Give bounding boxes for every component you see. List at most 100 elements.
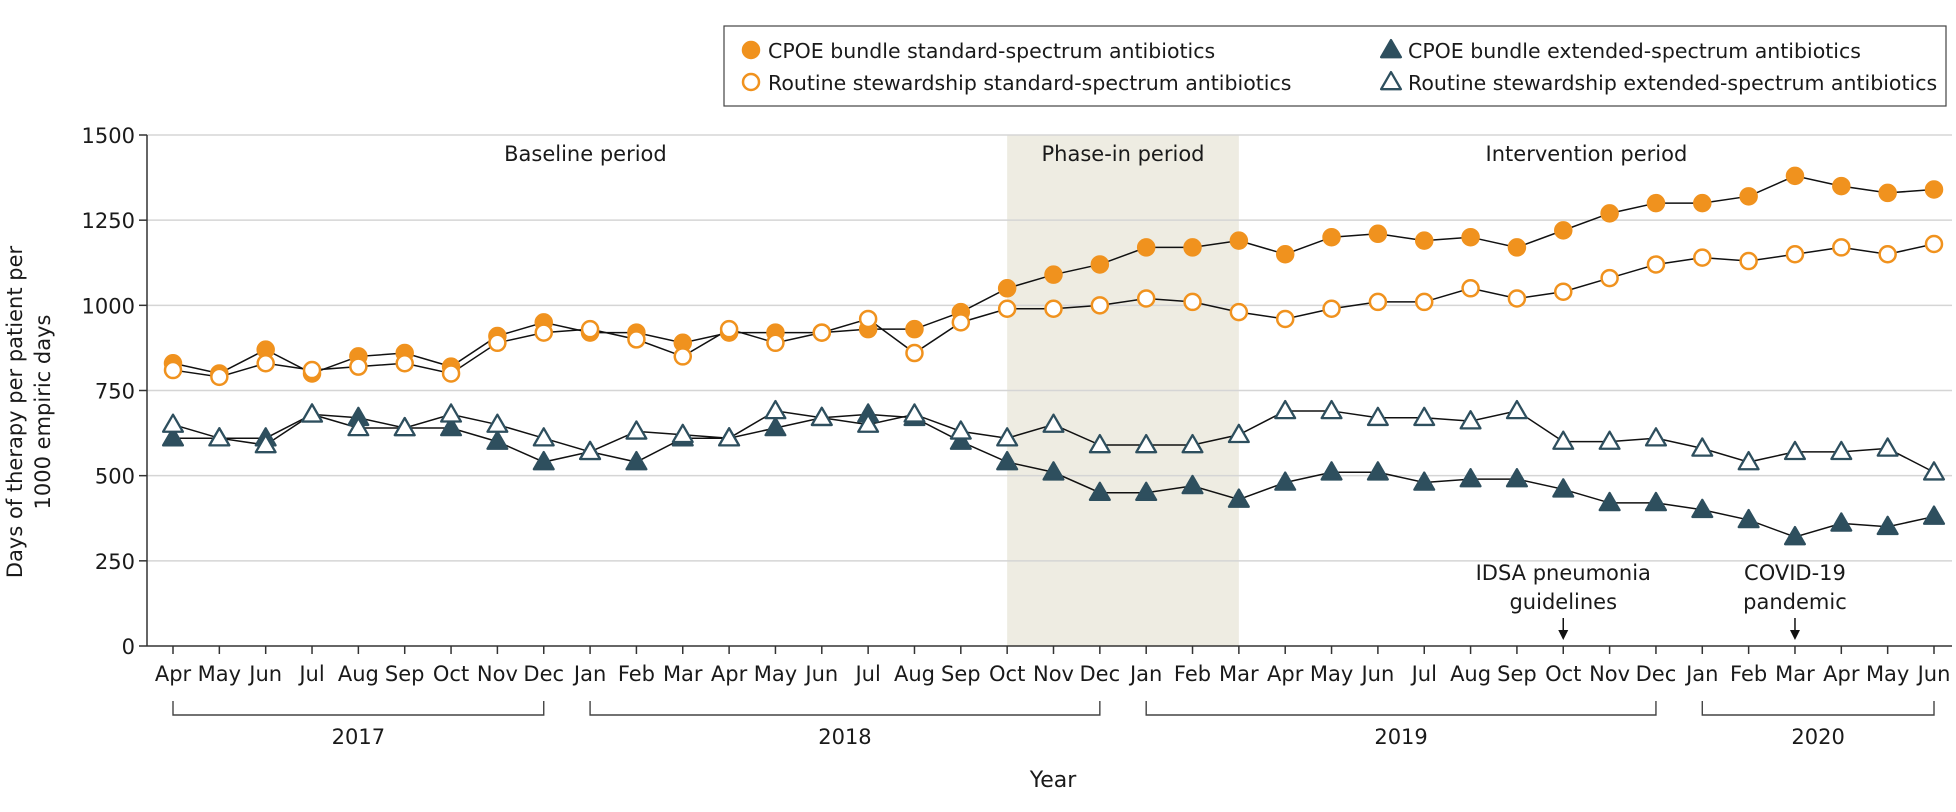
series-4-point (1088, 433, 1111, 454)
x-tick-label: Sep (1497, 662, 1537, 686)
series-4-point (486, 413, 509, 433)
series-4-point (1042, 413, 1065, 433)
series-2-point (1461, 279, 1480, 298)
period-label: Baseline period (504, 142, 667, 166)
series-3-point (764, 416, 787, 437)
series-2-point (1739, 251, 1758, 271)
series-1-point (997, 279, 1017, 298)
series-4-point (1737, 450, 1760, 471)
series-3-point (1876, 515, 1899, 536)
series-4-point (1598, 430, 1621, 450)
x-tick-label: Jan (572, 662, 606, 686)
series-3-point (1459, 468, 1482, 488)
series-4-point (1830, 440, 1853, 461)
series-4-point (1783, 440, 1807, 461)
x-tick-label: May (754, 662, 797, 686)
series-3-point (1320, 461, 1343, 481)
series-3-point (1274, 471, 1297, 491)
series-4-point (440, 403, 463, 423)
series-2-point (1368, 292, 1388, 312)
x-tick-label: Nov (1033, 662, 1074, 686)
series-1-point (1229, 231, 1249, 250)
series-2-point (997, 299, 1017, 318)
y-tick-label: 750 (95, 380, 135, 404)
series-2-point (1600, 268, 1619, 288)
legend-marker (1379, 38, 1403, 59)
x-tick-label: May (1866, 662, 1909, 686)
series-2-point (1693, 248, 1712, 267)
series-2-point (627, 330, 646, 349)
period-label: Intervention period (1486, 142, 1688, 166)
x-tick-label: May (1310, 662, 1353, 686)
series-4-point (161, 413, 185, 433)
series-2-point (1832, 238, 1851, 257)
series-4-point (857, 413, 880, 433)
legend-label: CPOE bundle standard-spectrum antibiotic… (768, 39, 1215, 63)
x-tick-label: Apr (1267, 662, 1304, 686)
year-bracket (1145, 701, 1657, 716)
annotation-arrow-head (1558, 630, 1569, 640)
series-2-point (673, 347, 693, 366)
series-1-point (1368, 224, 1388, 244)
series-1-point (1090, 255, 1110, 274)
year-label: 2020 (1791, 725, 1844, 749)
series-4-point (949, 420, 972, 440)
series-2-point (210, 367, 229, 387)
x-tick-label: Jul (853, 662, 880, 686)
year-bracket (172, 701, 545, 716)
series-2-point (163, 360, 183, 380)
series-3-point (1922, 505, 1946, 525)
annotation-label: guidelines (1509, 590, 1617, 614)
x-tick-label: Feb (618, 662, 655, 686)
series-4-point (1644, 427, 1667, 447)
series-1-point (1878, 183, 1897, 203)
y-tick-label: 1250 (82, 209, 135, 233)
series-2-point (1044, 299, 1063, 318)
series-3-point (1737, 508, 1760, 529)
annotation-label: IDSA pneumonia (1476, 561, 1651, 585)
series-1-point (1600, 204, 1619, 223)
series-1-point (1924, 180, 1944, 199)
series-3-point (949, 430, 972, 450)
x-tick-label: Jun (1359, 662, 1394, 686)
series-3-point (1830, 512, 1853, 532)
series-4-point (208, 427, 231, 447)
series-1-point (1044, 265, 1063, 284)
series-4-point (1505, 399, 1528, 420)
series-4-point (1691, 437, 1714, 457)
annotation-arrow-head (1789, 630, 1800, 640)
series-4-point (1366, 406, 1389, 427)
series-2-point (951, 313, 971, 332)
series-3-point (1598, 491, 1621, 512)
series-2-point (905, 343, 924, 363)
x-tick-label: Oct (1545, 662, 1581, 686)
series-3-point (1413, 471, 1436, 491)
series-2-point (1924, 234, 1944, 254)
x-tick-label: Jul (297, 662, 324, 686)
x-tick-label: Mar (663, 662, 703, 686)
x-tick-label: Oct (989, 662, 1025, 686)
series-3-point (1042, 461, 1065, 481)
series-2-point (1275, 309, 1295, 329)
series-2-point (1183, 292, 1202, 312)
period-label: Phase-in period (1042, 142, 1205, 166)
series-2-point (1322, 299, 1341, 318)
year-label: 2019 (1374, 725, 1427, 749)
legend-marker (741, 72, 761, 92)
x-tick-label: Apr (1823, 662, 1860, 686)
legend-box (723, 25, 1947, 107)
series-3-point (1181, 474, 1204, 495)
series-2-point (719, 319, 739, 339)
legend-marker (1379, 70, 1403, 91)
series-1-point (1183, 238, 1202, 257)
series-4-point (1320, 399, 1343, 420)
legend-label: Routine stewardship standard-spectrum an… (768, 71, 1291, 95)
series-2-point (256, 353, 275, 373)
series-4-point (718, 427, 741, 447)
series-2-point (1136, 289, 1156, 308)
series-4-point (810, 406, 833, 427)
series-4-point (903, 403, 926, 423)
series-4-point (393, 416, 416, 437)
series-4-point (532, 427, 555, 447)
x-tick-label: Jun (803, 662, 838, 686)
